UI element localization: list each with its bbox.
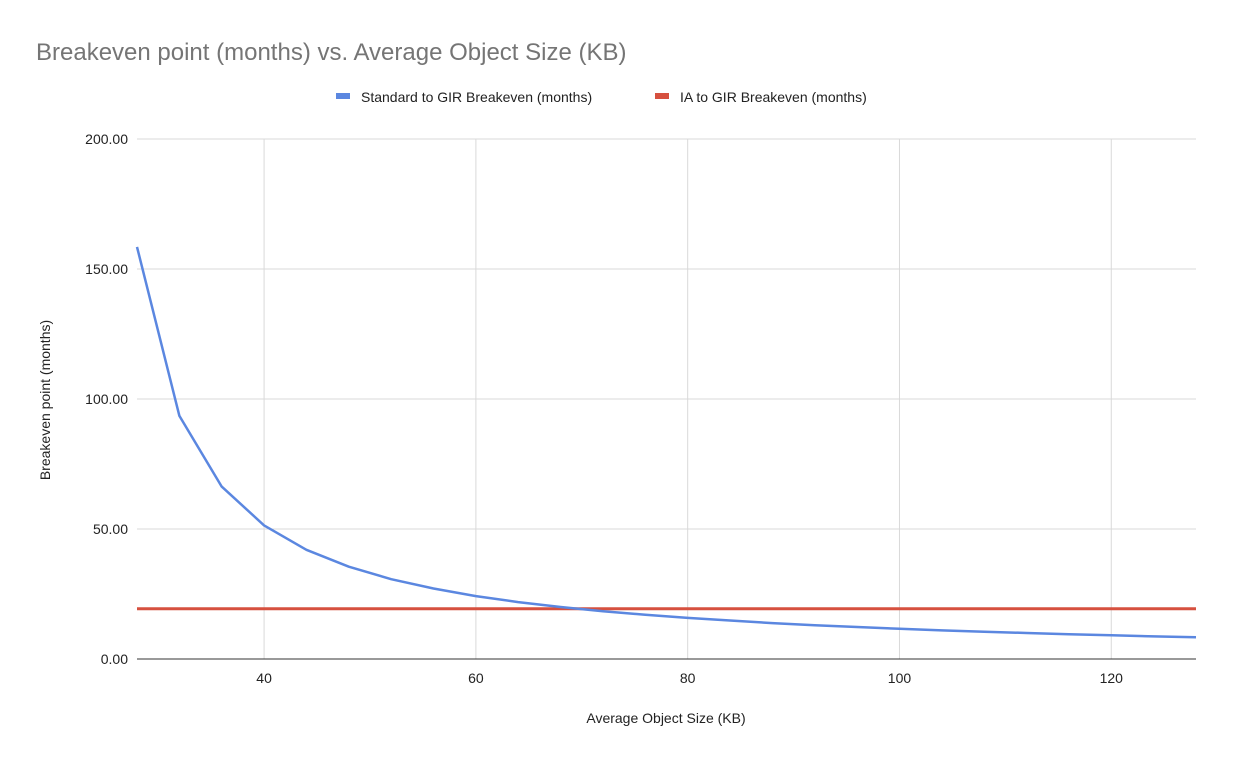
x-tick-label: 120: [1100, 670, 1124, 686]
y-tick-label: 0.00: [101, 651, 128, 667]
y-tick-label: 200.00: [85, 131, 128, 147]
x-axis-ticks: 40 60 80 100 120: [256, 670, 1123, 686]
y-tick-label: 50.00: [93, 521, 128, 537]
y-tick-label: 150.00: [85, 261, 128, 277]
chart-title: Breakeven point (months) vs. Average Obj…: [36, 39, 627, 66]
x-tick-label: 80: [680, 670, 696, 686]
series-lines: [135, 246, 1197, 639]
series-line-standard: [135, 246, 1197, 639]
y-axis-ticks: 0.00 50.00 100.00 150.00 200.00: [85, 131, 128, 667]
x-tick-label: 100: [888, 670, 912, 686]
y-axis-label: Breakeven point (months): [37, 320, 53, 480]
legend-swatch-ia: [655, 93, 669, 99]
legend-label-standard: Standard to GIR Breakeven (months): [361, 89, 592, 105]
x-tick-label: 60: [468, 670, 484, 686]
x-tick-label: 40: [256, 670, 272, 686]
legend-label-ia: IA to GIR Breakeven (months): [680, 89, 867, 105]
gridlines: [137, 138, 1196, 659]
y-tick-label: 100.00: [85, 391, 128, 407]
x-axis-label: Average Object Size (KB): [586, 710, 745, 726]
legend-swatch-standard: [336, 93, 350, 99]
legend: Standard to GIR Breakeven (months) IA to…: [336, 89, 867, 105]
